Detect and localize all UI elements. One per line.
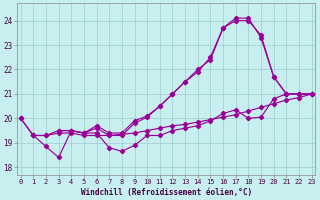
X-axis label: Windchill (Refroidissement éolien,°C): Windchill (Refroidissement éolien,°C) [81,188,252,197]
